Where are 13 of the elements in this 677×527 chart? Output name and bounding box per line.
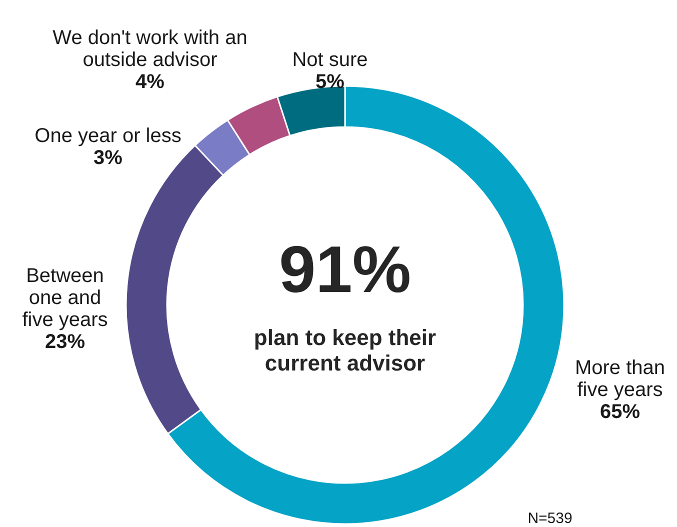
slice-label: Not sure <box>292 49 368 71</box>
data-label: 65% <box>600 401 640 423</box>
data-label: 5% <box>316 71 345 93</box>
text: plan to keep their current advisor <box>254 325 437 376</box>
text: 91% <box>278 232 412 306</box>
text: N=539 <box>528 510 572 527</box>
data-label: 23% <box>44 331 86 353</box>
slice-label: More than five years <box>574 357 666 401</box>
data-label: 4% <box>136 71 165 93</box>
data-label: 3% <box>94 147 123 169</box>
slice-label: One year or less <box>34 125 182 147</box>
slice-label: Between one and five years <box>22 265 108 331</box>
slice-label: We don't work with an outside advisor <box>52 27 248 71</box>
